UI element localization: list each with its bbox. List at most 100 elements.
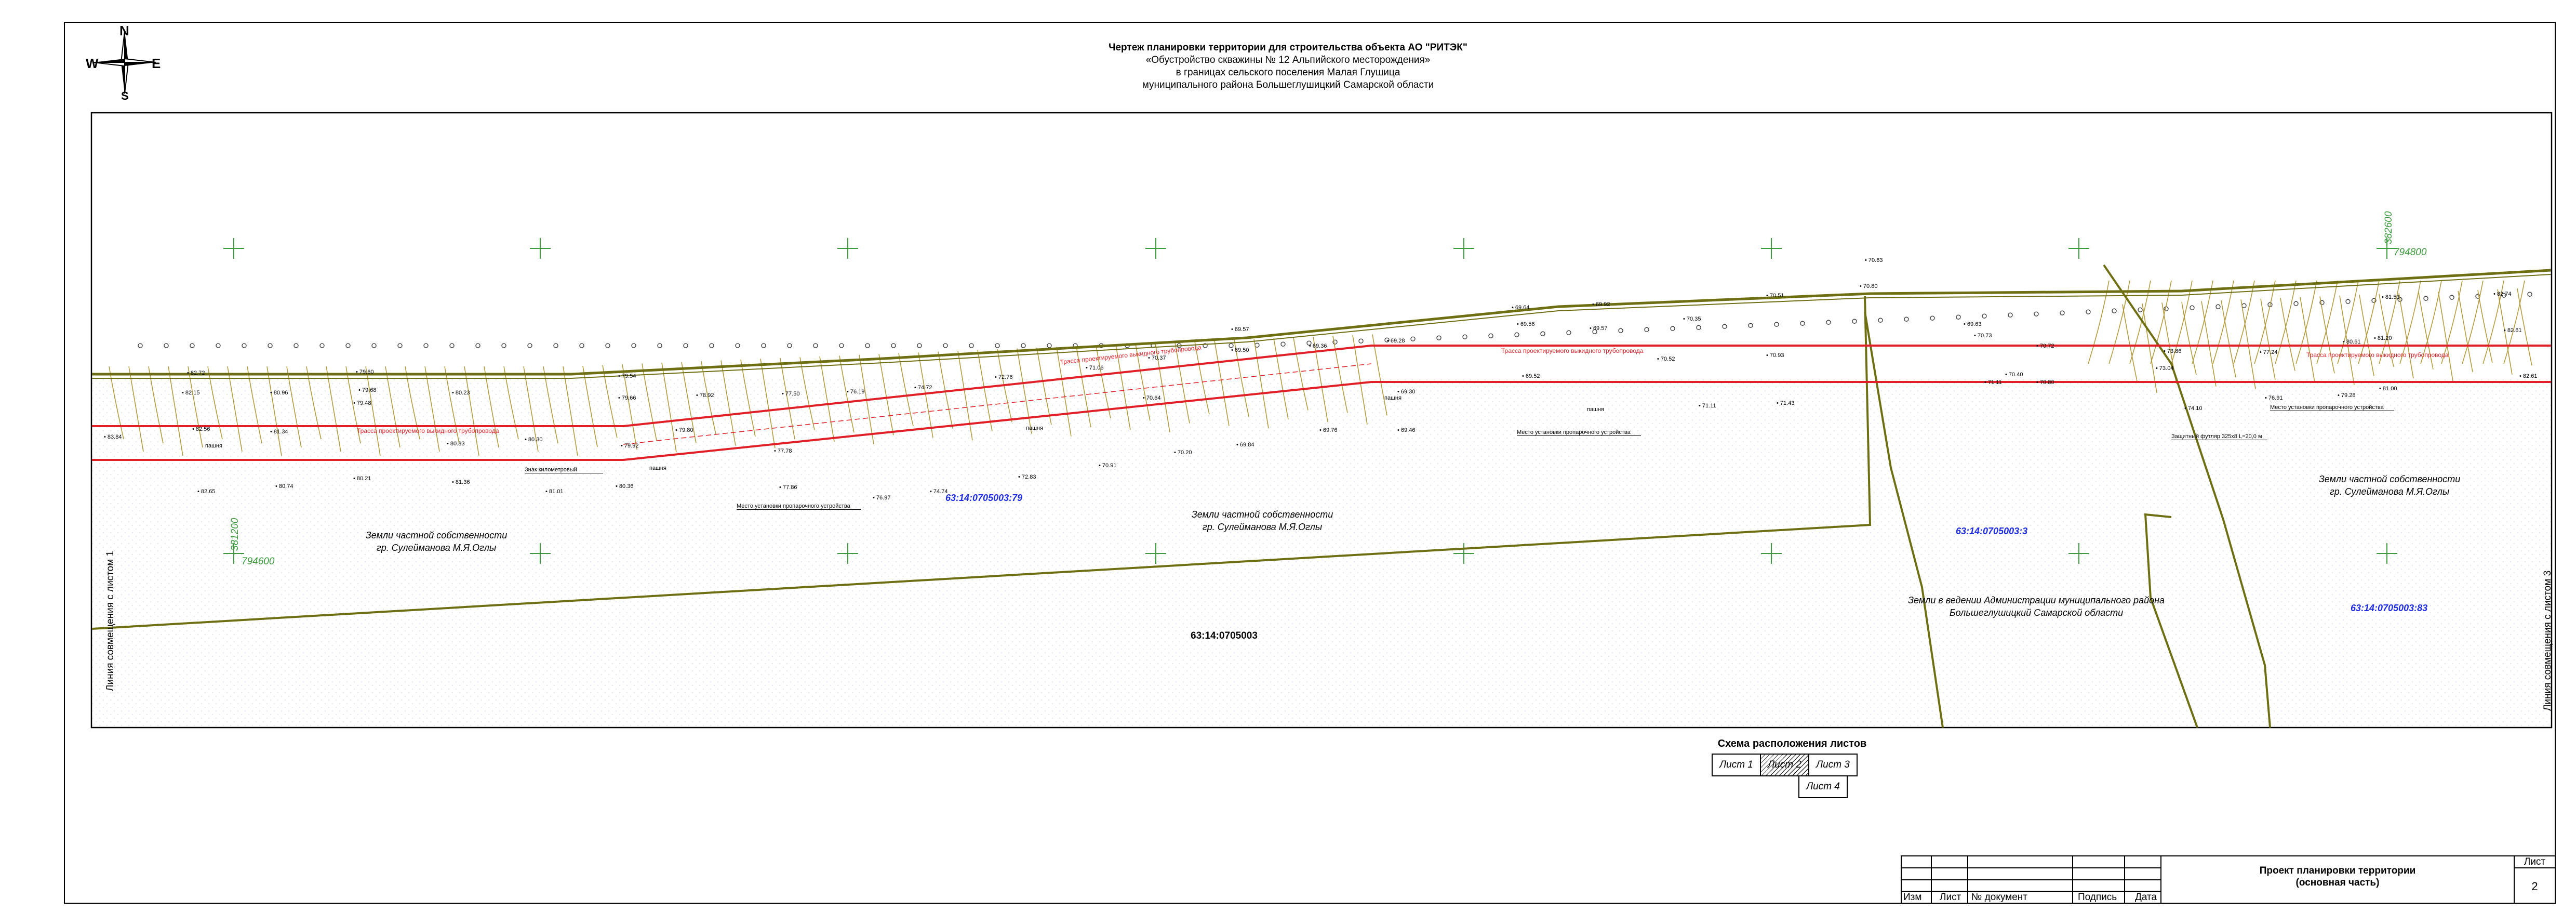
elevation-mark: • 82.72	[187, 370, 205, 376]
title-block-col-list: Лист	[1940, 892, 1961, 903]
pipeline-label-3: Трасса проектируемого выкидного трубопро…	[1501, 347, 1644, 354]
compass-south-label: S	[121, 89, 129, 102]
land-admin-2: Большеглушицкий Самарской области	[1949, 608, 2124, 618]
sheet-scheme-4: Лист 4	[1798, 775, 1848, 798]
elevation-mark: • 81.34	[270, 429, 288, 435]
elevation-mark: • 76.19	[847, 389, 865, 395]
elevation-mark: • 73.86	[2164, 348, 2182, 354]
elevation-mark: • 69.84	[1236, 442, 1254, 448]
elevation-mark: • 70.37	[1148, 355, 1166, 361]
elevation-mark: • 69.30	[1397, 389, 1416, 395]
compass-north-label: N	[119, 23, 129, 38]
title-block-project-2: (основная часть)	[2295, 877, 2380, 888]
cleaning-device-annotation-1: Место установки пропарочного устройства	[737, 503, 861, 510]
title-block-col-date: Дата	[2135, 892, 2157, 903]
elevation-mark: • 82.61	[2504, 327, 2522, 334]
elevation-mark: • 70.40	[2005, 372, 2023, 378]
elevation-mark: • 79.92	[621, 443, 639, 449]
elevation-mark: • 74.72	[914, 385, 932, 391]
road-line	[92, 269, 2552, 376]
land-private-left-1: Земли частной собственности	[365, 530, 508, 540]
elevation-mark: • 69.36	[1309, 343, 1327, 349]
elevation-mark: • 79.66	[618, 395, 636, 401]
grid-crosses	[223, 238, 2397, 564]
elevation-mark: • 81.36	[452, 479, 470, 485]
elevation-mark: • 76.97	[873, 495, 891, 501]
elevation-mark: • 79.28	[2338, 392, 2356, 399]
elevation-mark: • 79.68	[358, 387, 377, 393]
sheet-scheme-2: Лист 2	[1760, 754, 1809, 776]
elevation-mark: • 71.06	[1086, 365, 1104, 371]
elevation-mark: • 79.54	[618, 373, 636, 379]
elevation-mark: • 72.76	[995, 374, 1013, 380]
cleaning-device-annotation-3: Место установки пропарочного устройства	[2270, 404, 2394, 411]
elevation-mark: • 70.35	[1683, 316, 1701, 322]
tillage-label-3: пашня	[1026, 425, 1043, 431]
elevation-mark: • 70.80	[1860, 283, 1878, 289]
elevation-mark: • 76.91	[2265, 395, 2283, 401]
elevation-mark: • 77.86	[779, 484, 797, 491]
elevation-mark: • 69.76	[1319, 427, 1338, 433]
elevation-mark: • 80.30	[525, 437, 543, 443]
land-private-right-2: гр. Сулейманова М.Я.Оглы	[2329, 486, 2450, 497]
elevation-mark: • 71.43	[1777, 400, 1795, 406]
elevation-mark: • 77.50	[782, 391, 800, 397]
elevation-mark: • 70.64	[1143, 395, 1161, 401]
elevation-mark: • 78.92	[696, 392, 714, 399]
elevation-mark: • 69.64	[1512, 305, 1530, 311]
elevation-mark: • 82.15	[182, 390, 200, 396]
land-private-mid-2: гр. Сулейманова М.Я.Оглы	[1202, 522, 1323, 532]
tillage-label-5: пашня	[1587, 406, 1604, 413]
title-block-project-1: Проект планировки территории	[2259, 865, 2416, 876]
pipeline-route-lower	[92, 381, 2551, 461]
elevation-mark: • 70.73	[1974, 333, 1992, 339]
elevation-mark: • 80.83	[447, 441, 465, 447]
drawing-title-line4: муниципального района Большеглушицкий Са…	[1142, 80, 1434, 90]
compass-west-label: W	[86, 56, 99, 71]
title-block-col-doc: № документ	[1971, 892, 2027, 903]
elevation-mark: • 70.93	[1766, 352, 1784, 359]
elevation-mark: • 79.48	[353, 400, 371, 406]
grid-coord-y2: 794800	[2394, 247, 2427, 258]
elevation-mark: • 70.63	[1865, 257, 1883, 263]
cadastral-block-number: 63:14:0705003	[1191, 630, 1258, 641]
parcel-boundary-79	[91, 296, 1872, 630]
elevation-mark: • 82.65	[197, 488, 216, 495]
parcel-number-3: 63:14:0705003:3	[1956, 526, 2028, 536]
parcel-boundary-83	[2103, 264, 2271, 728]
elevation-mark: • 69.52	[1522, 373, 1540, 379]
pipeline-label-1: Трасса проектируемого выкидного трубопро…	[357, 427, 499, 434]
tillage-label-2: пашня	[649, 465, 666, 471]
land-stipple	[92, 379, 2551, 727]
parcel-number-79: 63:14:0705003:79	[945, 493, 1023, 503]
elevation-mark: • 71.11	[1699, 403, 1716, 409]
elevation-mark: • 80.21	[353, 476, 371, 482]
elevation-mark: • 70.72	[2036, 343, 2054, 349]
elevation-mark: • 72.83	[1018, 474, 1036, 480]
cleaning-device-annotation-2: Место установки пропарочного устройства	[1517, 429, 1641, 436]
parcel-number-83: 63:14:0705003:83	[2351, 603, 2428, 613]
elevation-mark: • 70.80	[2036, 379, 2054, 386]
title-block-sheet-number: 2	[2531, 880, 2538, 893]
elevation-mark: • 80.96	[270, 390, 288, 396]
tillage-label-4: пашня	[1384, 395, 1402, 401]
elevation-mark: • 69.57	[1590, 325, 1608, 332]
compass-east-label: E	[152, 56, 161, 71]
elevation-mark: • 81.20	[2374, 335, 2392, 341]
elevation-mark: • 73.04	[2156, 365, 2174, 372]
title-block-col-sign: Подпись	[2078, 892, 2117, 903]
elevation-mark: • 74.74	[930, 488, 948, 495]
elevation-mark: • 80.36	[616, 483, 634, 490]
drawing-title-line1: Чертеж планировки территории для строите…	[1109, 42, 1467, 53]
land-private-mid-1: Земли частной собственности	[1191, 509, 1333, 520]
title-block-col-izm: Изм	[1903, 892, 1922, 903]
elevation-mark: • 80.74	[275, 483, 293, 490]
elevation-mark: • 77.78	[774, 448, 792, 454]
elevation-mark: • 69.28	[1387, 338, 1405, 344]
title-block-sheet-label: Лист	[2524, 856, 2546, 867]
elevation-mark: • 69.57	[1231, 326, 1249, 333]
land-admin-1: Земли в ведении Администрации муниципаль…	[1907, 595, 2165, 605]
